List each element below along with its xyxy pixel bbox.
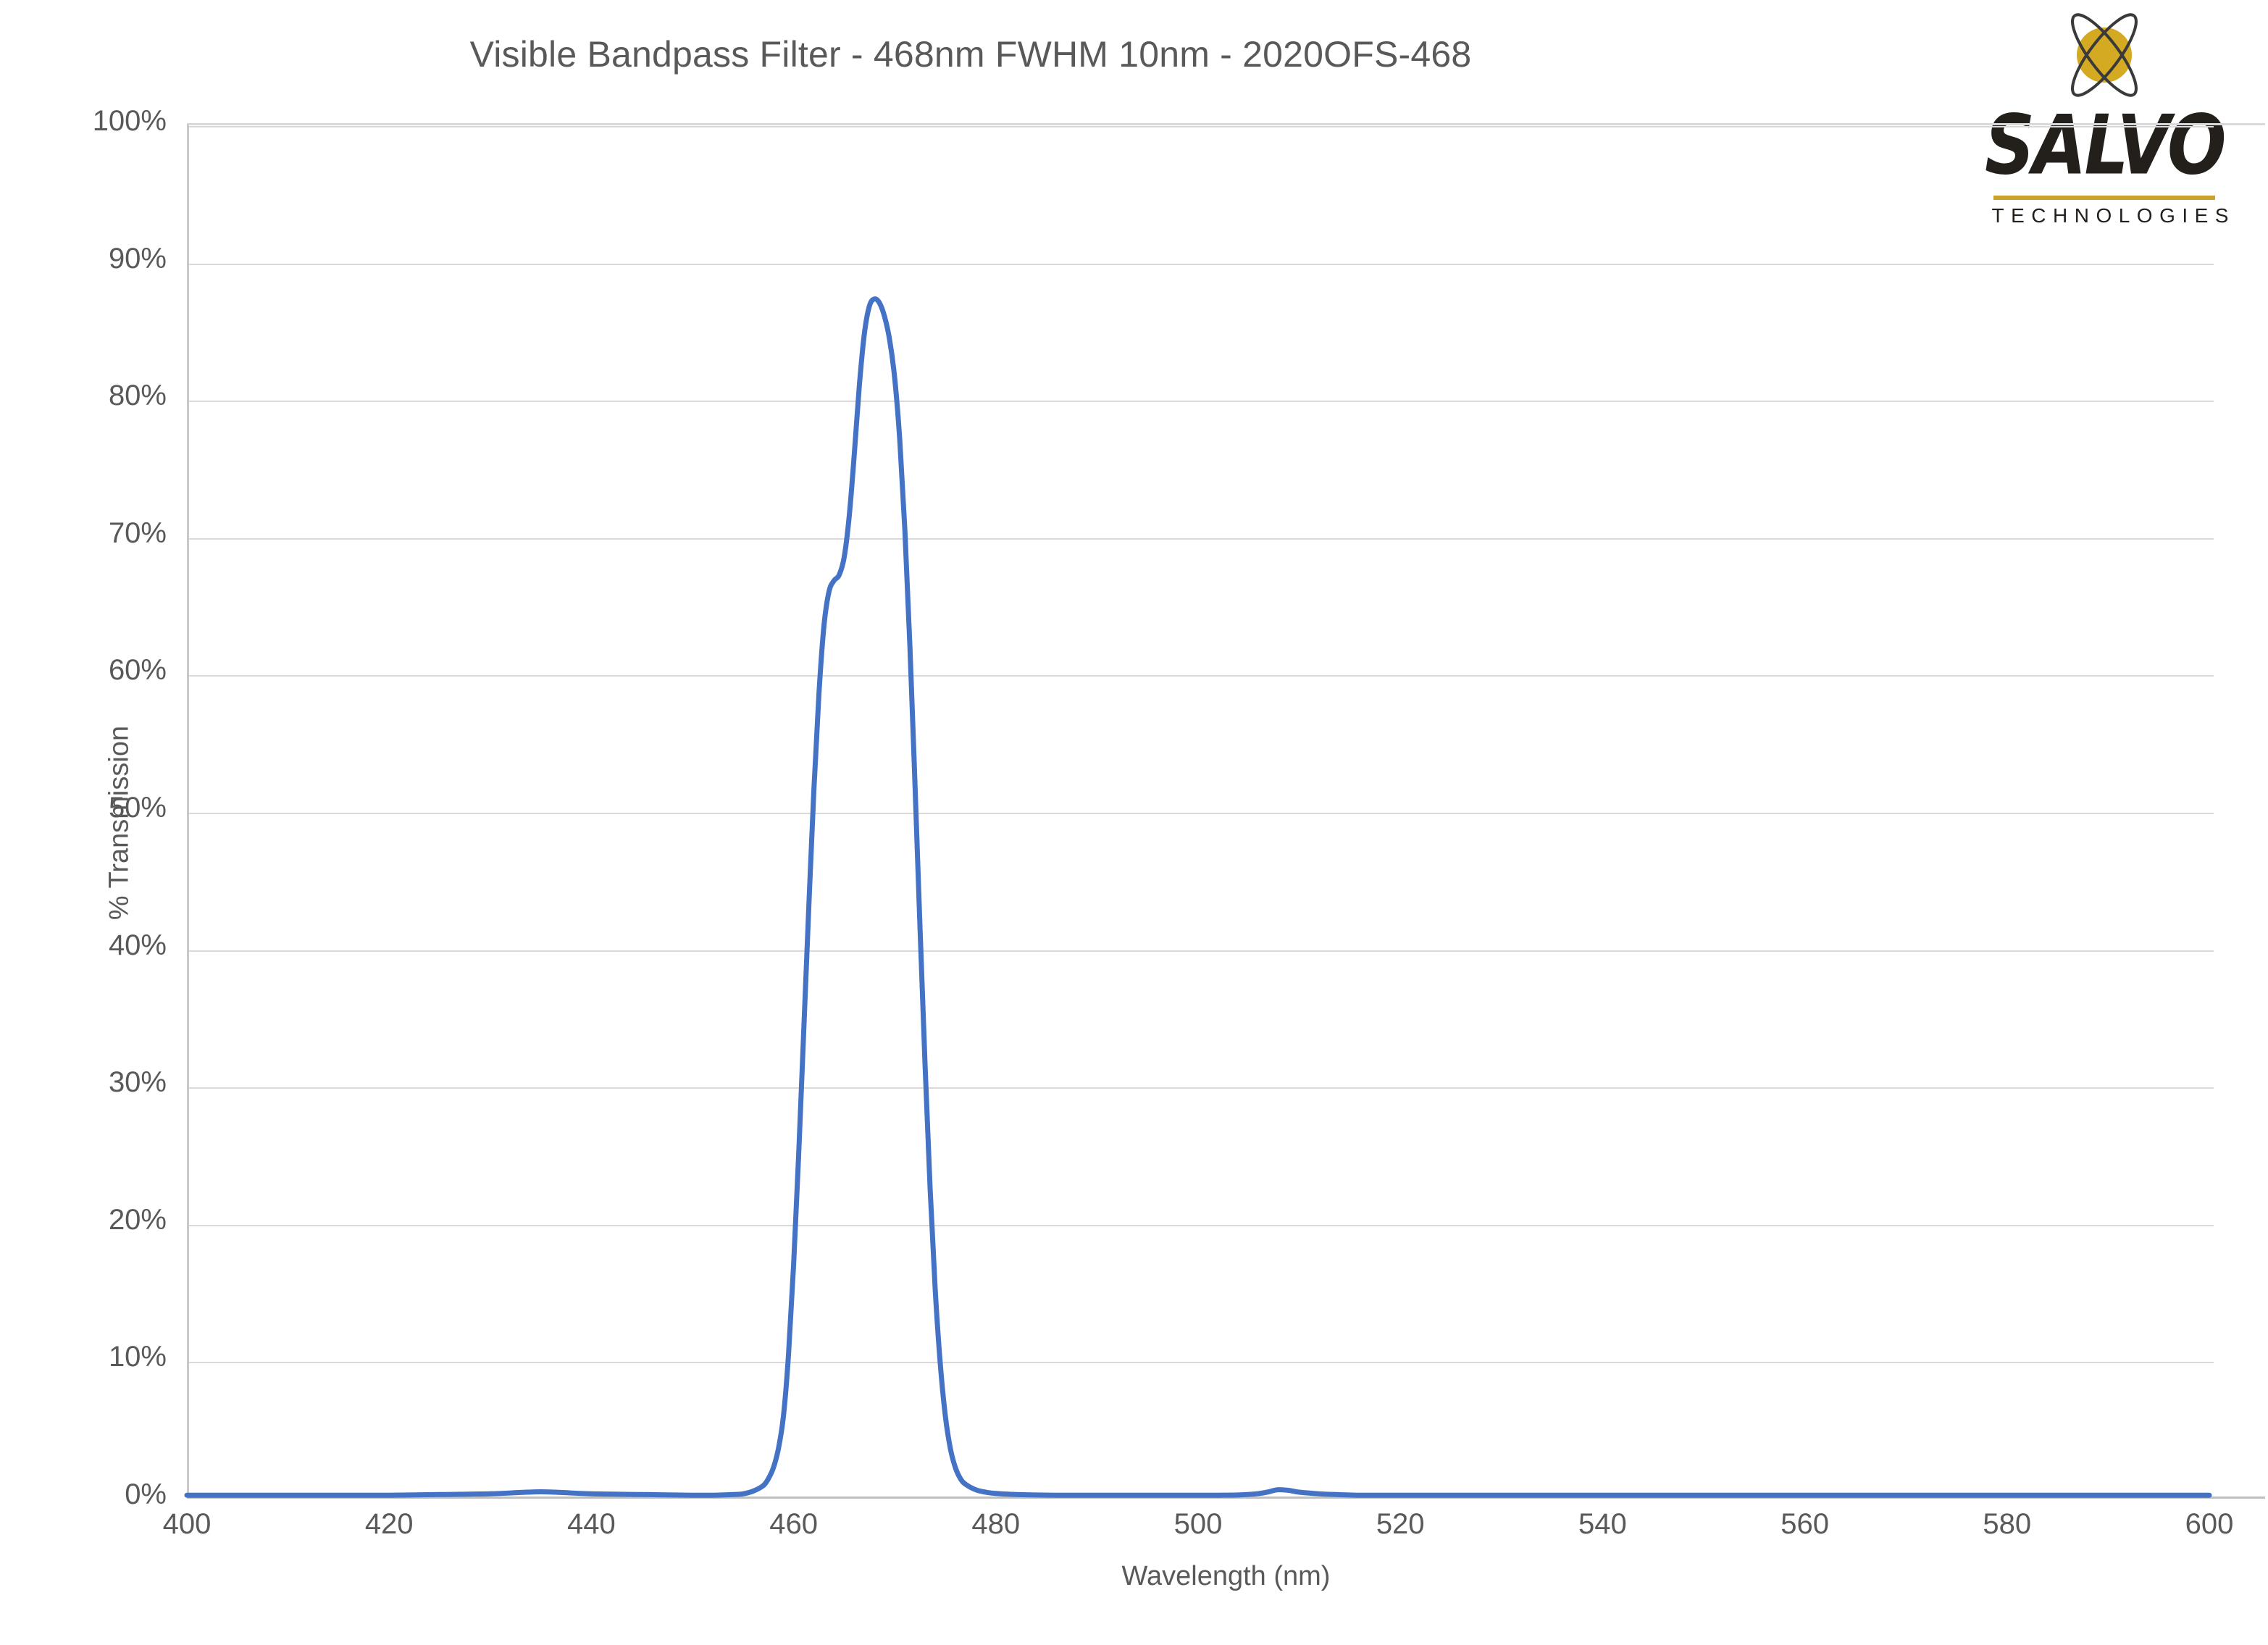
x-tick-label: 500 xyxy=(1173,1508,1223,1540)
y-tick-label: 50% xyxy=(108,792,167,824)
logo-divider xyxy=(1993,196,2215,200)
gridline-y xyxy=(189,1087,2214,1089)
logo-tagline: TECHNOLOGIES xyxy=(1991,204,2235,227)
x-tick-label: 540 xyxy=(1578,1508,1627,1540)
y-tick-label: 70% xyxy=(108,516,167,549)
atom-orbit-icon xyxy=(2071,13,2138,97)
page-title: Visible Bandpass Filter - 468nm FWHM 10n… xyxy=(469,34,1472,75)
x-axis-title: Wavelength (nm) xyxy=(1121,1561,1331,1591)
gridline-y xyxy=(189,1362,2214,1364)
gridline-y xyxy=(189,263,2214,265)
series-line-transmission xyxy=(184,296,2212,1498)
x-tick-label: 580 xyxy=(1983,1508,2032,1540)
x-tick-label: 460 xyxy=(769,1508,818,1540)
x-tick-label: 600 xyxy=(2185,1508,2234,1540)
plot-area xyxy=(187,123,2265,1498)
gridline-y xyxy=(189,813,2214,814)
x-tick-label: 420 xyxy=(364,1508,414,1540)
y-tick-label: 60% xyxy=(108,654,167,687)
gridline-y xyxy=(189,950,2214,952)
y-tick-label: 30% xyxy=(108,1066,167,1099)
gridline-y xyxy=(189,537,2214,540)
gridline-y xyxy=(189,675,2214,677)
y-tick-label: 40% xyxy=(108,929,167,961)
gridline-y xyxy=(189,1224,2214,1226)
y-tick-label: 80% xyxy=(108,380,167,412)
y-tick-label: 20% xyxy=(108,1203,167,1236)
logo-wordmark: SALVO xyxy=(1985,97,2227,193)
x-tick-label: 480 xyxy=(971,1508,1021,1540)
y-tick-label: 100% xyxy=(92,105,167,137)
salvo-technologies-logo: SALVO TECHNOLOGIES xyxy=(1985,10,2235,227)
x-tick-label: 520 xyxy=(1376,1508,1425,1540)
gridline-y xyxy=(189,401,2214,403)
x-tick-label: 440 xyxy=(567,1508,616,1540)
y-tick-label: 10% xyxy=(108,1341,167,1373)
y-tick-label: 0% xyxy=(125,1478,167,1510)
x-tick-label: 560 xyxy=(1780,1508,1829,1540)
x-tick-label: 400 xyxy=(162,1508,212,1540)
gridline-y xyxy=(189,126,2214,127)
y-tick-label: 90% xyxy=(108,242,167,275)
transmission-curve xyxy=(184,296,2212,1498)
